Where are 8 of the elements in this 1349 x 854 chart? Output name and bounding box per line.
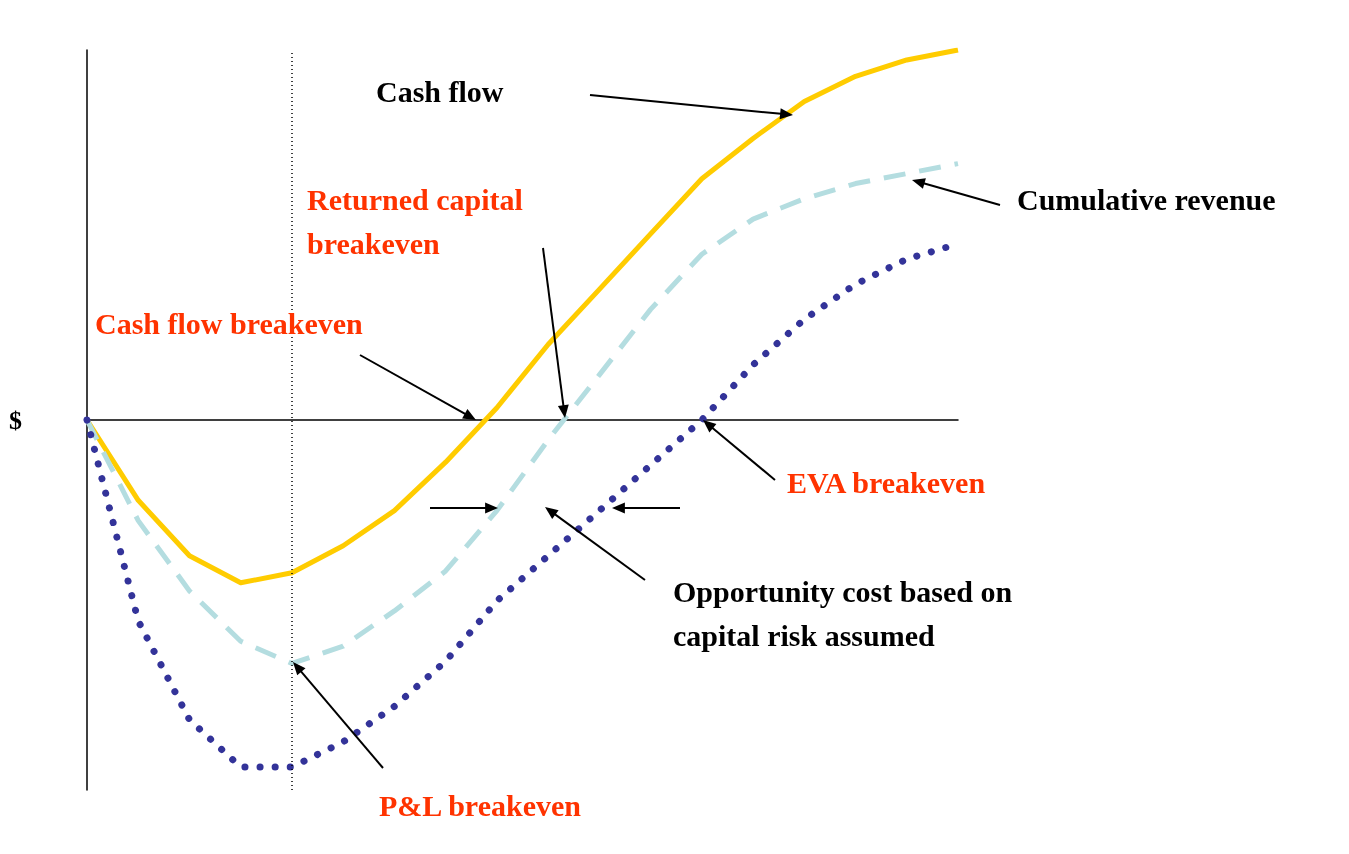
- annotation: Cash flow breakeven: [95, 306, 364, 342]
- y-axis-title: $: [9, 405, 22, 435]
- text: P&L breakeven: [379, 788, 582, 824]
- text: Cumulative revenue: [1017, 182, 1277, 218]
- annotation: Opportunity cost based on capital risk assumed: [673, 574, 1014, 654]
- annotation: Returned capital breakeven: [307, 182, 524, 262]
- annotation: EVA breakeven: [787, 465, 987, 501]
- annotation: Cash flow: [376, 74, 505, 110]
